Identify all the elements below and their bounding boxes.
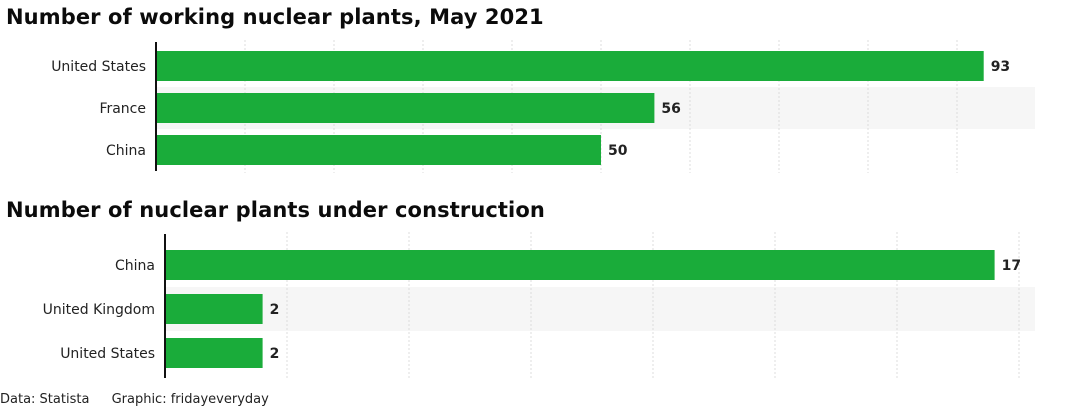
category-label: United Kingdom (43, 302, 155, 318)
chart-working-plants: United States 93 France 56 China 50 (51, 40, 1035, 173)
footer: Data: Statista Graphic: fridayeveryday (0, 392, 287, 407)
chart-title-construction: Number of nuclear plants under construct… (6, 198, 545, 222)
chart-title-working: Number of working nuclear plants, May 20… (6, 5, 544, 29)
category-label: China (106, 143, 146, 159)
row-band (165, 287, 1035, 331)
footer-source: Data: Statista (0, 392, 90, 407)
value-label: 2 (270, 346, 280, 362)
category-label: United States (60, 346, 155, 362)
bar (156, 135, 601, 165)
bar (156, 51, 984, 81)
category-label: United States (51, 59, 146, 75)
category-label: France (99, 101, 146, 117)
value-label: 17 (1002, 258, 1021, 274)
value-label: 56 (661, 101, 680, 117)
bar (165, 338, 263, 368)
footer-graphic: Graphic: fridayeveryday (111, 392, 269, 407)
value-label: 93 (991, 59, 1010, 75)
category-label: China (115, 258, 155, 274)
bar (165, 250, 995, 280)
bar (165, 294, 263, 324)
chart-under-construction: China 17 United Kingdom 2 United States 2 (43, 232, 1035, 380)
bar (156, 93, 655, 123)
value-label: 2 (270, 302, 280, 318)
value-label: 50 (608, 143, 628, 159)
